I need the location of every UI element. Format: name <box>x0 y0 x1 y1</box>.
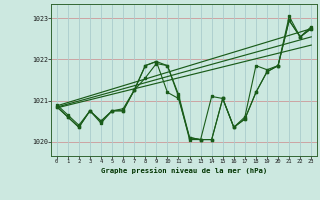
X-axis label: Graphe pression niveau de la mer (hPa): Graphe pression niveau de la mer (hPa) <box>101 167 267 174</box>
